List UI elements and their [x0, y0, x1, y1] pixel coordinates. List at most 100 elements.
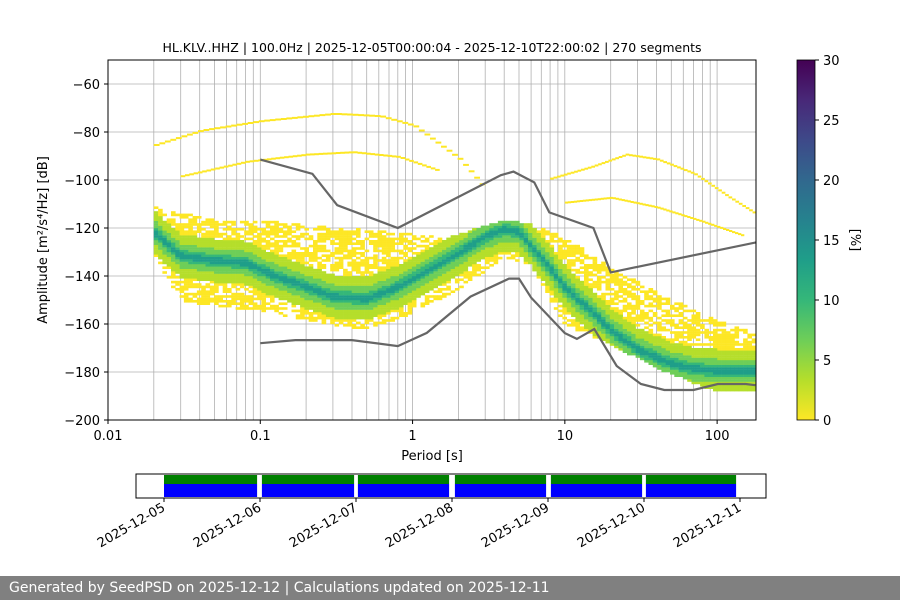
heatmap-cell — [575, 319, 580, 322]
y-tick-label: −80 — [73, 126, 100, 141]
heatmap-cell — [485, 256, 490, 260]
heatmap-cell — [437, 256, 443, 260]
heatmap-cell — [644, 314, 649, 317]
heatmap-cell — [227, 271, 232, 274]
heatmap-cell — [579, 297, 585, 301]
heatmap-cell — [644, 331, 649, 334]
heatmap-cell — [605, 331, 611, 334]
heatmap-cell — [201, 247, 206, 250]
heatmap-cell — [678, 364, 684, 368]
heatmap-cell — [601, 292, 606, 296]
heatmap-cell — [566, 271, 572, 274]
heatmap-cell — [364, 264, 370, 267]
heatmap-cell — [386, 273, 391, 277]
heatmap-cell — [278, 223, 284, 226]
heatmap-cell — [308, 295, 314, 298]
heatmap-cell — [218, 297, 223, 301]
heatmap-cell — [515, 252, 520, 255]
heatmap-cell — [244, 242, 249, 245]
heatmap-cell — [454, 280, 460, 284]
heatmap-cell — [325, 230, 331, 233]
heatmap-cell — [652, 336, 658, 339]
outlier-cell — [441, 145, 447, 148]
heatmap-cell — [407, 283, 413, 286]
heatmap-cell — [562, 307, 567, 310]
heatmap-cell — [325, 312, 331, 315]
heatmap-cell — [437, 271, 443, 274]
heatmap-cell — [411, 300, 417, 303]
heatmap-cell — [153, 247, 159, 250]
heatmap-cell — [390, 304, 395, 308]
heatmap-cell — [670, 360, 675, 363]
heatmap-cell — [265, 223, 271, 226]
heatmap-cell — [373, 288, 378, 291]
heatmap-cell — [270, 259, 275, 262]
heatmap-cell — [347, 242, 352, 245]
heatmap-cell — [674, 348, 679, 351]
heatmap-cell — [510, 228, 516, 231]
heatmap-cell — [652, 297, 658, 301]
heatmap-cell — [356, 295, 361, 298]
heatmap-cell — [682, 369, 688, 373]
heatmap-cell — [248, 273, 254, 277]
heatmap-cell — [265, 302, 271, 305]
heatmap-cell — [222, 285, 228, 289]
heatmap-cell — [459, 252, 464, 255]
heatmap-cell — [308, 259, 314, 262]
heatmap-cell — [674, 331, 679, 334]
heatmap-cell — [644, 333, 649, 337]
heatmap-cell — [171, 268, 176, 272]
heatmap-cell — [222, 249, 228, 253]
heatmap-cell — [183, 273, 189, 277]
heatmap-cell — [639, 336, 645, 339]
heatmap-cell — [308, 254, 314, 257]
outlier-cell — [245, 160, 250, 163]
heatmap-cell — [270, 268, 275, 272]
heatmap-cell — [584, 309, 589, 313]
heatmap-cell — [566, 252, 572, 255]
heatmap-cell — [433, 297, 438, 301]
heatmap-cell — [609, 331, 615, 334]
heatmap-cell — [562, 276, 567, 279]
outlier-cell — [468, 170, 475, 173]
heatmap-cell — [631, 278, 636, 281]
heatmap-cell — [540, 240, 546, 243]
heatmap-cell — [270, 264, 275, 267]
heatmap-cell — [321, 319, 327, 322]
heatmap-cell — [201, 259, 206, 262]
heatmap-cell — [175, 268, 180, 272]
heatmap-cell — [209, 297, 215, 301]
heatmap-cell — [562, 302, 567, 305]
heatmap-cell — [687, 343, 692, 346]
heatmap-cell — [261, 266, 266, 269]
heatmap-cell — [713, 381, 718, 385]
heatmap-cell — [231, 278, 236, 281]
heatmap-cell — [252, 252, 258, 255]
heatmap-cell — [553, 259, 559, 262]
heatmap-cell — [403, 280, 408, 284]
heatmap-cell — [639, 343, 645, 346]
heatmap-cell — [627, 312, 632, 315]
heatmap-cell — [325, 256, 331, 260]
heatmap-cell — [588, 316, 593, 320]
heatmap-cell — [648, 288, 654, 291]
heatmap-cell — [523, 232, 529, 236]
heatmap-cell — [360, 288, 365, 291]
outlier-cell — [424, 133, 431, 136]
heatmap-cell — [515, 249, 520, 253]
heatmap-cell — [274, 268, 279, 272]
heatmap-cell — [308, 304, 314, 308]
heatmap-cell — [639, 350, 645, 353]
heatmap-cell — [648, 345, 654, 349]
heatmap-cell — [394, 300, 400, 303]
heatmap-cell — [644, 355, 649, 358]
heatmap-cell — [558, 271, 563, 274]
heatmap-cell — [291, 278, 297, 281]
heatmap-cell — [270, 276, 275, 279]
heatmap-cell — [691, 309, 697, 313]
heatmap-cell — [153, 230, 159, 233]
heatmap-cell — [545, 276, 550, 279]
heatmap-cell — [313, 247, 318, 250]
heatmap-cell — [609, 278, 615, 281]
heatmap-cell — [244, 288, 249, 291]
